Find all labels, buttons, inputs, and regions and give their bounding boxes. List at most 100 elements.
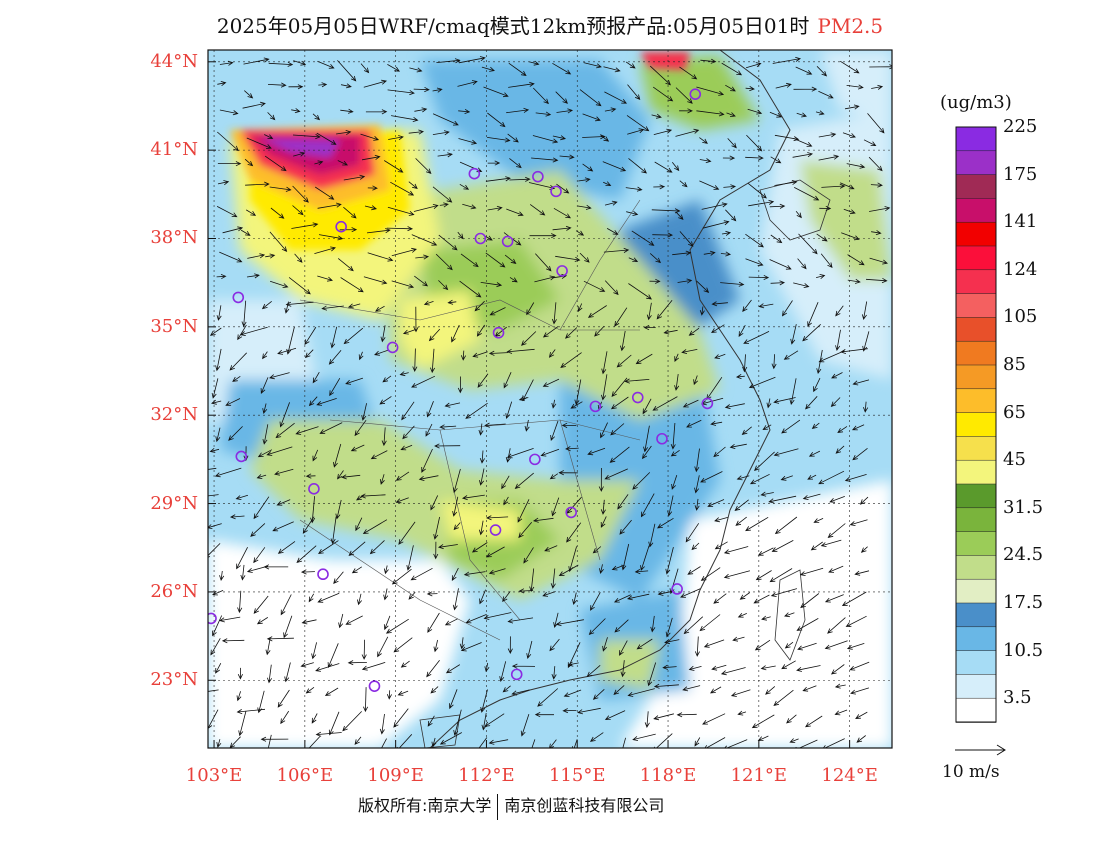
wind-arrow	[483, 86, 509, 98]
wind-arrow	[694, 737, 701, 747]
wind-arrow	[854, 570, 870, 576]
wind-arrow	[236, 708, 266, 715]
lat-label: 26°N	[150, 580, 198, 602]
wind-arrow	[229, 352, 247, 371]
colorbar-swatch	[955, 555, 997, 580]
wind-arrow	[308, 736, 321, 748]
wind-arrow	[867, 113, 885, 134]
wind-arrow	[583, 280, 606, 292]
wind-arrow	[269, 231, 288, 252]
wind-arrow	[518, 588, 534, 594]
wind-arrow	[383, 565, 389, 575]
wind-arrow	[458, 56, 486, 64]
wind-arrow	[781, 300, 793, 317]
wind-arrow	[652, 86, 674, 102]
wind-arrow	[818, 350, 845, 363]
wind-arrow	[529, 233, 557, 239]
wind-arrow	[671, 162, 680, 172]
lon-label: 118°E	[639, 765, 697, 786]
wind-arrow	[741, 426, 752, 435]
wind-arrow	[503, 372, 512, 389]
wind-arrow	[780, 475, 793, 481]
wind-arrow	[294, 253, 303, 263]
wind-arrow	[391, 280, 415, 289]
wind-arrow	[318, 82, 328, 88]
wind-arrow	[745, 258, 764, 266]
wind-arrow	[577, 303, 583, 313]
wind-arrow	[433, 639, 439, 653]
wind-arrow	[760, 665, 776, 671]
wind-arrow	[805, 396, 818, 410]
wind-arrow	[436, 58, 461, 64]
wind-arrow	[208, 494, 219, 497]
wind-arrow	[381, 427, 387, 447]
wind-arrow	[316, 132, 337, 145]
wind-arrow	[831, 372, 843, 379]
wind-arrow	[737, 612, 747, 618]
wind-arrow	[333, 443, 342, 468]
wind-arrow	[398, 521, 416, 545]
wind-arrow	[277, 347, 297, 355]
wind-arrow	[357, 593, 363, 606]
wind-arrow	[720, 667, 746, 676]
wind-arrow	[745, 233, 764, 248]
wind-arrow	[425, 423, 433, 437]
pollutant-label: PM2.5	[817, 14, 884, 38]
lat-label: 32°N	[150, 404, 198, 426]
wind-arrow	[505, 401, 513, 419]
wind-arrow	[855, 711, 868, 719]
wind-arrow	[797, 258, 807, 270]
wind-arrow	[852, 447, 868, 461]
wind-arrow	[643, 325, 656, 331]
wind-arrow	[300, 662, 314, 668]
wind-arrow	[839, 60, 860, 74]
wind-arrow	[555, 255, 581, 262]
wind-arrow	[246, 273, 260, 279]
wind-arrow	[604, 280, 619, 296]
wind-arrow	[702, 713, 726, 725]
wind-arrow	[773, 397, 796, 404]
wind-arrow	[272, 521, 294, 532]
wind-arrow	[829, 496, 845, 503]
copyright-text: 版权所有:南京大学	[358, 796, 492, 815]
wind-arrow	[337, 470, 344, 480]
wind-arrow	[216, 274, 227, 280]
wind-arrow	[542, 326, 559, 338]
wind-arrow	[485, 252, 506, 268]
wind-arrow	[459, 183, 470, 190]
wind-arrow	[748, 376, 776, 389]
wind-arrow	[856, 735, 866, 743]
wind-arrow	[773, 448, 799, 457]
wind-arrow	[601, 374, 608, 401]
wind-arrow	[601, 351, 608, 375]
wind-arrow	[529, 204, 546, 216]
wind-arrow	[508, 62, 527, 77]
wind-arrow	[840, 348, 868, 354]
wind-arrow	[314, 246, 336, 254]
wind-arrow	[268, 61, 294, 67]
wind-arrow	[761, 615, 771, 621]
wind-arrow	[362, 519, 388, 534]
wind-arrow	[793, 138, 813, 147]
wind-arrow	[723, 570, 751, 579]
wind-arrow	[360, 493, 386, 499]
wind-arrow	[722, 155, 736, 161]
wind-arrow	[815, 110, 825, 116]
wind-arrow	[739, 592, 751, 600]
wind-arrow	[675, 128, 700, 137]
wind-arrow	[609, 446, 630, 463]
station-marker	[386, 341, 399, 354]
wind-arrow	[647, 662, 657, 687]
wind-arrow	[276, 499, 291, 506]
wind-arrow	[432, 130, 450, 136]
wind-arrow	[665, 547, 674, 575]
wind-arrow	[444, 402, 461, 408]
wind-arrow	[626, 210, 639, 216]
wind-arrow	[387, 64, 401, 72]
wind-arrow	[433, 516, 440, 540]
wind-arrow	[662, 664, 677, 670]
wind-arrow	[830, 664, 845, 675]
wind-arrow	[725, 84, 736, 92]
wind-arrow	[487, 205, 503, 211]
wind-arrow	[851, 424, 865, 431]
